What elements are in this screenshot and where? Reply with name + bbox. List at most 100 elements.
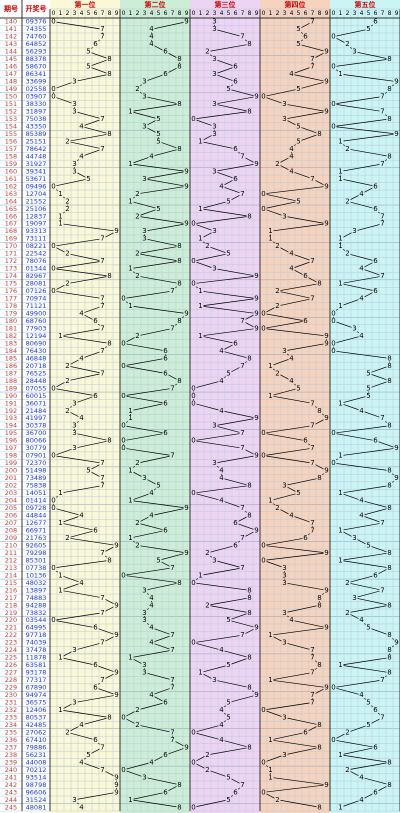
digit-cell [50, 564, 57, 572]
digit: 6 [373, 257, 378, 265]
digit: 1 [58, 212, 62, 220]
position-header: 第四位 [285, 0, 306, 9]
draw-number: 73111 [26, 235, 47, 243]
digit: 9 [394, 130, 398, 138]
digit-cell [274, 160, 281, 168]
digit-cell [57, 220, 64, 227]
digit: 0 [191, 728, 195, 736]
digit-cell [218, 377, 225, 385]
digit-cell [204, 751, 211, 759]
digit-cell [337, 70, 344, 78]
digit-cell [358, 774, 365, 781]
digit-header: 0 [262, 10, 266, 17]
digit-header: 6 [94, 10, 98, 17]
digit-cell [365, 392, 372, 400]
digit-cell [358, 616, 365, 624]
digit-header: 9 [325, 10, 329, 17]
digit-cell [372, 183, 379, 190]
digit: 7 [310, 459, 314, 467]
digit-cell [372, 287, 379, 295]
position-header: 第三位 [215, 0, 236, 9]
digit: 5 [226, 661, 230, 669]
digit-cell [225, 198, 232, 205]
digit: 7 [310, 669, 314, 677]
digit-cell [330, 684, 337, 691]
period: 231 [5, 699, 17, 707]
digit: 4 [79, 511, 84, 519]
digit-cell [309, 699, 316, 706]
digit: 1 [58, 571, 62, 579]
digit-cell [281, 564, 288, 572]
digit: 8 [317, 601, 321, 609]
digit: 5 [366, 369, 370, 377]
digit: 2 [205, 601, 209, 609]
digit: 7 [240, 631, 244, 639]
digit-cell [309, 459, 316, 467]
digit-cell [211, 459, 218, 467]
digit: 1 [338, 661, 342, 669]
digit: 4 [289, 265, 294, 273]
digit-cell [78, 721, 85, 729]
digit-cell [281, 100, 288, 108]
digit: 3 [282, 347, 286, 355]
digit-cell [64, 362, 71, 370]
digit: 3 [142, 616, 146, 624]
digit-cell [211, 70, 218, 78]
digit-cell [148, 33, 155, 40]
digit-cell [141, 616, 148, 624]
digit-cell [141, 123, 148, 130]
digit-cell [113, 789, 120, 796]
digit-cell [106, 130, 113, 138]
digit: 9 [184, 167, 188, 175]
digit: 7 [380, 212, 384, 220]
digit: 7 [100, 257, 104, 265]
digit-cell [99, 482, 106, 489]
digit-cell [64, 280, 71, 287]
digit: 8 [247, 108, 251, 116]
period: 156 [5, 137, 17, 145]
digit: 0 [261, 310, 265, 318]
digit-cell [211, 168, 218, 175]
digit: 1 [198, 287, 202, 295]
digit: 3 [212, 167, 216, 175]
period: 245 [5, 803, 17, 811]
period: 177 [5, 295, 17, 303]
digit-header: 1 [269, 10, 273, 17]
digit: 8 [387, 646, 391, 654]
digit: 7 [240, 362, 244, 370]
digit-cell [365, 624, 372, 631]
digit-cell [358, 796, 365, 804]
digit: 4 [289, 511, 294, 519]
digit: 3 [142, 586, 146, 594]
digit-cell [323, 415, 330, 422]
digit-cell [190, 392, 197, 400]
digit: 6 [373, 788, 378, 796]
digit-cell [127, 415, 134, 422]
digit: 8 [387, 354, 391, 362]
digit: 1 [338, 803, 342, 811]
digit-cell [183, 220, 190, 227]
digit: 1 [128, 534, 132, 542]
digit: 1 [338, 556, 342, 564]
digit: 0 [191, 280, 195, 288]
digit-cell [386, 564, 393, 572]
digit: 7 [100, 33, 104, 41]
digit: 8 [387, 654, 391, 662]
digit-cell [358, 295, 365, 302]
period: 216 [5, 586, 17, 594]
digit-cell [134, 85, 141, 93]
digit-cell [358, 497, 365, 504]
digit: 1 [128, 497, 132, 505]
digit: 7 [310, 295, 314, 303]
draw-number: 11878 [26, 654, 47, 662]
digit: 8 [387, 504, 391, 512]
digit-cell [211, 18, 218, 25]
digit-cell [239, 631, 246, 639]
digit-cell [71, 100, 78, 108]
digit: 7 [310, 175, 314, 183]
digit: 6 [93, 317, 98, 325]
digit: 0 [191, 399, 195, 407]
digit-cell [344, 145, 351, 153]
digit: 6 [93, 684, 98, 692]
digit-cell [274, 302, 281, 310]
